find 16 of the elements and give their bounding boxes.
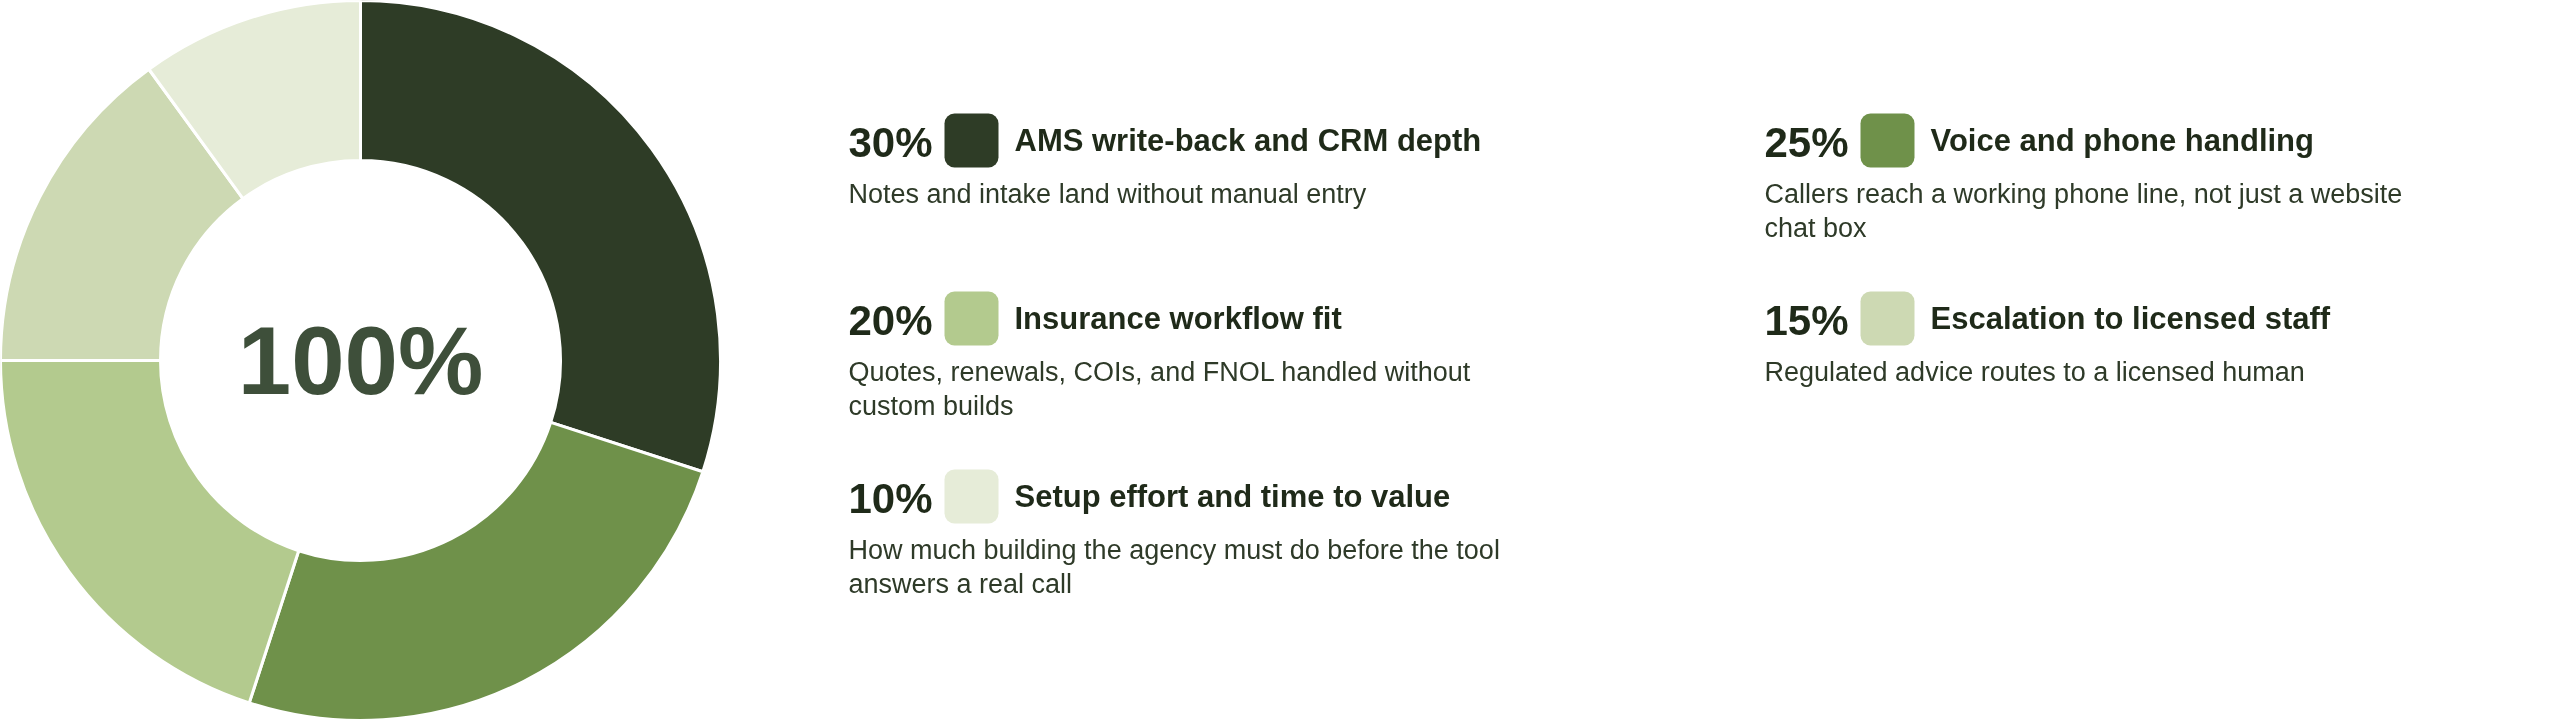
- text: 100%: [237, 307, 484, 414]
- text: Notes and intake land without manual entry: [848, 178, 1367, 209]
- legend-label: Voice and phone handling: [1930, 123, 2314, 158]
- text: How much building the agency must do before the tool answers a real call: [848, 534, 1500, 599]
- legend-label: Insurance workflow fit: [1014, 301, 1342, 336]
- legend-label: Setup effort and time to value: [1014, 479, 1451, 514]
- data-label: 20%: [848, 297, 933, 344]
- text: Regulated advice routes to a licensed human: [1764, 356, 2305, 387]
- legend-label: Escalation to licensed staff: [1930, 301, 2331, 336]
- data-label: 25%: [1764, 119, 1849, 166]
- legend-label: AMS write-back and CRM depth: [1014, 123, 1482, 158]
- data-label: 10%: [848, 475, 933, 522]
- text: Quotes, renewals, COIs, and FNOL handled without custom builds: [848, 356, 1471, 421]
- text: Callers reach a working phone line, not just a website chat box: [1764, 178, 2403, 243]
- data-label: 30%: [848, 119, 933, 166]
- data-label: 15%: [1764, 297, 1849, 344]
